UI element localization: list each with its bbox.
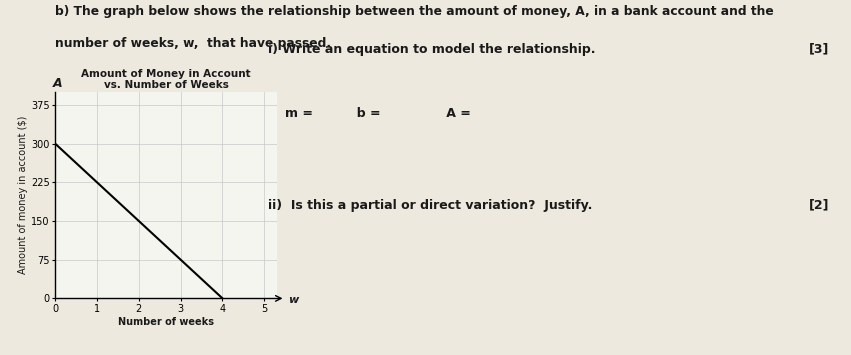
X-axis label: Number of weeks: Number of weeks	[118, 317, 214, 327]
Text: number of weeks, w,  that have passed.: number of weeks, w, that have passed.	[55, 37, 331, 50]
Text: A: A	[53, 77, 63, 90]
Text: w: w	[288, 295, 298, 305]
Text: [2]: [2]	[809, 199, 830, 212]
Y-axis label: Amount of money in account ($): Amount of money in account ($)	[18, 116, 28, 274]
Text: [3]: [3]	[809, 43, 830, 56]
Text: m =          b =               A =: m = b = A =	[285, 106, 471, 120]
Text: b) The graph below shows the relationship between the amount of money, A, in a b: b) The graph below shows the relationshi…	[55, 5, 774, 18]
Title: Amount of Money in Account
vs. Number of Weeks: Amount of Money in Account vs. Number of…	[81, 69, 251, 90]
Text: ii)  Is this a partial or direct variation?  Justify.: ii) Is this a partial or direct variatio…	[268, 199, 592, 212]
Text: i) Write an equation to model the relationship.: i) Write an equation to model the relati…	[268, 43, 596, 56]
